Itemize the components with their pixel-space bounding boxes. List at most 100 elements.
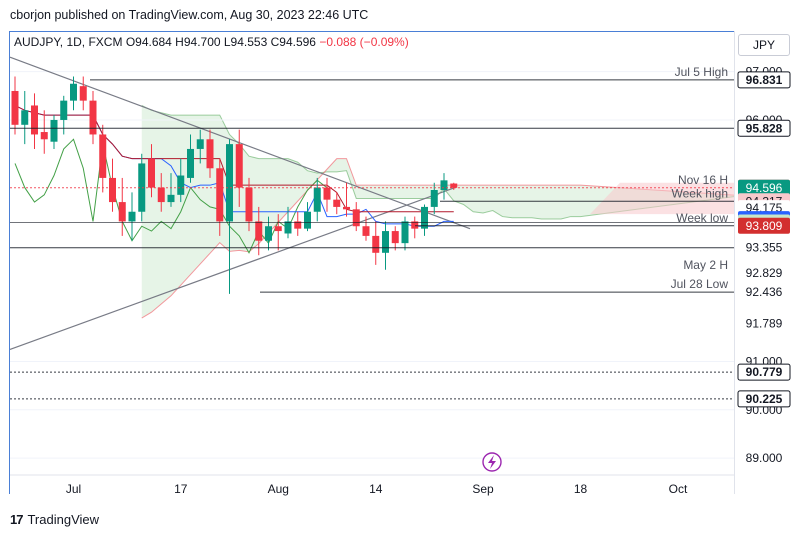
- candle-body: [411, 221, 419, 229]
- price-axis-label-text: 93.809: [746, 219, 783, 233]
- price-axis-label-text: 95.828: [746, 121, 783, 135]
- price-axis-label: 96.831: [737, 71, 791, 89]
- candle: [226, 139, 233, 294]
- candle-body: [382, 231, 389, 253]
- candle-body: [430, 190, 438, 207]
- lightning-bolt-icon[interactable]: [482, 452, 502, 472]
- tradingview-logo-text: TradingView: [27, 512, 100, 527]
- candle: [21, 90, 29, 145]
- ascending-trendline: [9, 187, 456, 350]
- candle: [11, 76, 19, 135]
- candle-body: [79, 86, 87, 101]
- currency-button[interactable]: JPY: [738, 34, 790, 56]
- x-tick-label: Oct: [669, 482, 688, 496]
- candle-body: [31, 105, 38, 135]
- candle-body: [343, 206, 350, 210]
- level-annotation: Nov 16 H: [678, 173, 728, 187]
- candle-body: [99, 134, 107, 178]
- tradingview-logo-icon: 17: [10, 512, 24, 527]
- candle: [401, 216, 409, 251]
- candle: [177, 158, 185, 203]
- candle-body: [440, 180, 448, 191]
- candle: [352, 202, 360, 232]
- candle-body: [323, 187, 331, 200]
- candle: [313, 177, 321, 222]
- candle: [333, 192, 341, 215]
- candle-body: [245, 187, 253, 222]
- price-change: −0.088 (−0.09%): [319, 35, 409, 49]
- y-tick-label: 89.000: [746, 451, 783, 465]
- candle-body: [294, 221, 302, 229]
- candle: [31, 93, 38, 149]
- candle: [411, 216, 419, 239]
- candle-body: [421, 206, 428, 229]
- price-axis-label-bg: [738, 239, 790, 256]
- level-annotation: Jul 5 High: [675, 65, 728, 79]
- candle-body: [391, 231, 399, 244]
- candle: [382, 221, 389, 270]
- price-axis-label-bg: [738, 217, 790, 234]
- candle-body: [226, 144, 233, 222]
- candle: [206, 129, 214, 178]
- price-axis-label-text: 90.225: [746, 392, 783, 406]
- candle-body: [274, 226, 282, 232]
- symbol-legend: AUDJPY, 1D, FXCM O94.684 H94.700 L94.553…: [14, 35, 409, 49]
- candle-body: [196, 139, 204, 149]
- price-axis-label: 90.779: [737, 363, 791, 381]
- candle: [157, 173, 165, 212]
- level-annotation: May 2 H: [683, 258, 728, 272]
- candle: [187, 134, 194, 183]
- candle: [216, 158, 224, 236]
- candle-body: [372, 235, 380, 253]
- price-axis-label: 93.355: [738, 239, 790, 256]
- candle-body: [216, 168, 224, 222]
- candle-body: [70, 83, 77, 101]
- candle: [421, 204, 428, 236]
- candle: [128, 192, 136, 241]
- price-axis-label-bg: [737, 71, 791, 89]
- candle: [391, 226, 399, 251]
- x-tick-label: Jul: [66, 482, 81, 496]
- price-axis-label-bg: [738, 315, 790, 332]
- candle-body: [128, 211, 136, 222]
- price-axis-label-text: 94.596: [746, 181, 783, 195]
- x-tick-label: Sep: [472, 482, 494, 496]
- candle-body: [235, 144, 243, 188]
- candle: [372, 221, 380, 265]
- candle: [450, 182, 458, 190]
- candle-body: [284, 221, 292, 234]
- cloud-span-b-line: [141, 158, 735, 319]
- price-axis-label: 93.809: [738, 217, 790, 234]
- candle: [148, 144, 155, 198]
- candle: [167, 173, 175, 207]
- level-annotation: Jul 28 Low: [671, 277, 729, 291]
- candle-body: [21, 110, 29, 125]
- event-icon-bolt: [488, 455, 496, 469]
- candle: [138, 153, 146, 222]
- price-axis-label-text: 92.829: [746, 266, 783, 280]
- candle-body: [304, 211, 311, 229]
- tradingview-logo[interactable]: 17 TradingView: [10, 512, 99, 527]
- publisher-header: cborjon published on TradingView.com, Au…: [10, 8, 369, 22]
- price-axis-label-text: 90.779: [746, 365, 783, 379]
- candle: [304, 202, 311, 232]
- candle-body: [11, 90, 19, 125]
- candle-body: [265, 226, 272, 241]
- candle-body: [89, 100, 97, 135]
- candle: [109, 158, 116, 212]
- price-axis-label: 92.829: [738, 265, 790, 282]
- price-axis-label-bg: [737, 119, 791, 137]
- candle: [440, 173, 448, 200]
- level-annotation: Week high: [672, 186, 728, 200]
- candle: [235, 129, 243, 207]
- candle-body: [362, 226, 370, 236]
- candle-body: [333, 199, 341, 207]
- price-axis-label-text: 92.436: [746, 285, 783, 299]
- price-axis-label-bg: [738, 179, 790, 196]
- candle: [99, 124, 107, 193]
- candle-body: [118, 202, 126, 222]
- candle-body: [352, 209, 360, 227]
- x-tick-label: 14: [369, 482, 383, 496]
- candle-body: [157, 187, 165, 203]
